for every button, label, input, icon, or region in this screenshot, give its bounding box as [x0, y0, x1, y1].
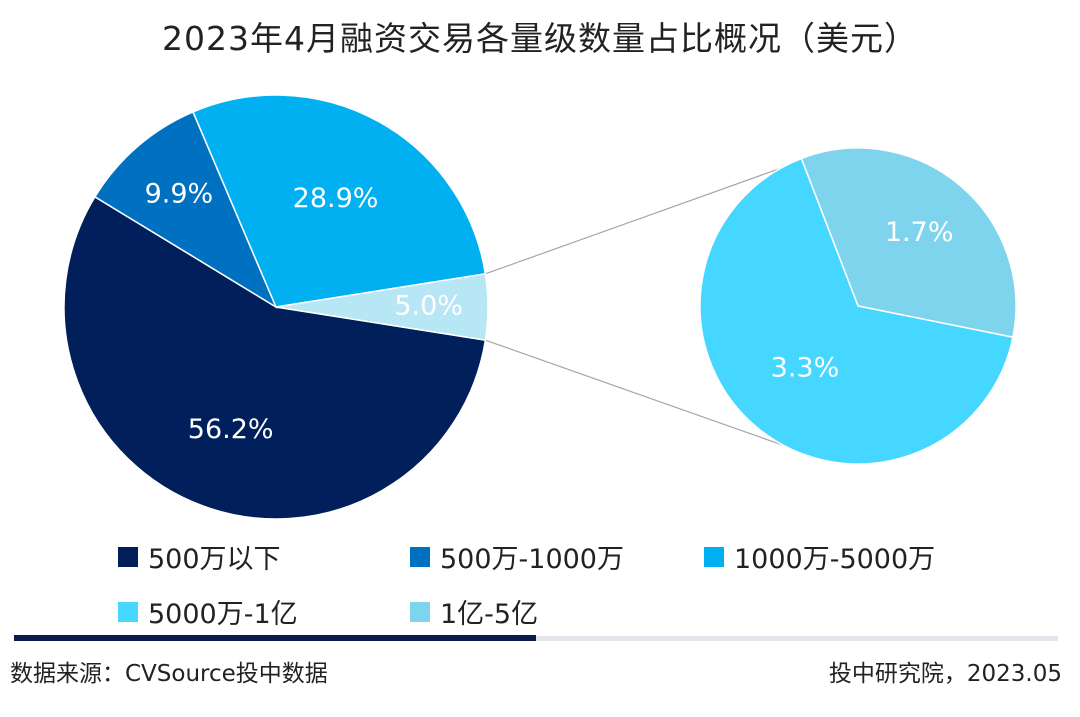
- chart-title: 2023年4月融资交易各量级数量占比概况（美元）: [162, 19, 918, 58]
- pie-slice: [192, 94, 487, 308]
- legend-item-5m-10m: 500万-1000万: [410, 537, 624, 576]
- legend-swatch: [118, 546, 138, 567]
- legend-label: 5000万-1亿: [148, 599, 298, 630]
- legend-label: 1000万-5000万: [734, 544, 936, 575]
- data-source: 数据来源：CVSource投中数据: [10, 661, 328, 687]
- legend-swatch: [410, 601, 430, 622]
- pie-slice: [63, 195, 487, 520]
- legend-swatch: [118, 601, 138, 622]
- slice-label: 3.3%: [771, 352, 840, 383]
- pie-slice: [93, 110, 278, 309]
- slice-label: 56.2%: [188, 414, 274, 445]
- legend-label: 500万以下: [148, 544, 281, 575]
- footer-divider-accent: [14, 635, 536, 641]
- legend-item-under-5m: 500万以下: [118, 537, 281, 576]
- connector-line: [485, 149, 831, 275]
- pie-slice: [275, 272, 489, 342]
- legend-item-50m-100m: 5000万-1亿: [118, 592, 298, 631]
- slice-label: 28.9%: [293, 183, 379, 214]
- footer-divider: [14, 636, 1058, 641]
- slice-label: 9.9%: [145, 178, 214, 209]
- pie-slice: [699, 157, 1014, 465]
- legend-item-100m-500m: 1亿-5亿: [410, 592, 538, 631]
- legend-swatch: [410, 546, 430, 567]
- legend-item-10m-50m: 1000万-5000万: [704, 537, 935, 576]
- slice-label: 5.0%: [394, 291, 463, 322]
- publisher-credit: 投中研究院，2023.05: [828, 661, 1062, 687]
- legend-label: 1亿-5亿: [440, 599, 539, 630]
- legend-label: 500万-1000万: [440, 544, 624, 575]
- connector-line: [485, 339, 785, 447]
- slice-label: 1.7%: [885, 217, 954, 248]
- legend-swatch: [704, 546, 724, 567]
- pie-slice: [800, 147, 1017, 339]
